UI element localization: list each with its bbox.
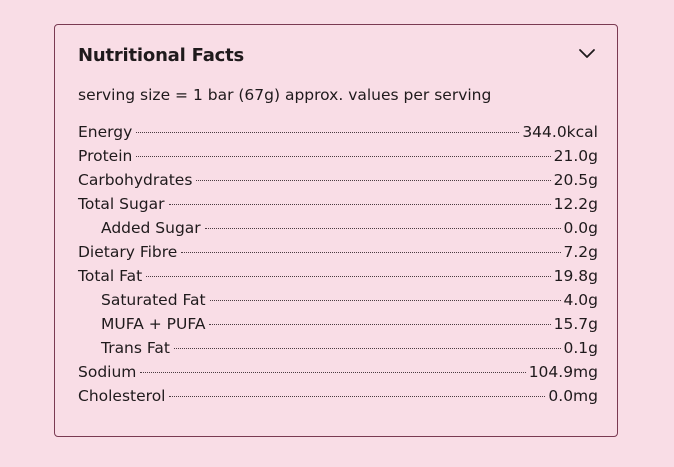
nutrient-value: 12.2g <box>553 195 598 213</box>
dotted-leader <box>209 324 551 325</box>
dotted-leader <box>204 228 561 229</box>
nutrient-value: 0.0mg <box>548 387 598 405</box>
nutrient-value: 104.9mg <box>528 363 598 381</box>
nutrient-label: Carbohydrates <box>78 171 193 189</box>
panel-title[interactable]: Nutritional Facts <box>78 45 245 66</box>
nutrient-row: Total Fat 19.8g <box>78 267 598 291</box>
nutrient-row: Cholesterol 0.0mg <box>78 387 598 411</box>
nutrient-row: MUFA + PUFA 15.7g <box>78 315 598 339</box>
nutrient-row: Protein 21.0g <box>78 147 598 171</box>
nutrient-label: Saturated Fat <box>101 291 206 309</box>
nutrient-value: 20.5g <box>553 171 598 189</box>
dotted-leader <box>196 180 551 181</box>
nutrient-row: Added Sugar 0.0g <box>78 219 598 243</box>
serving-size-text: serving size = 1 bar (67g) approx. value… <box>78 86 492 104</box>
nutrient-value: 21.0g <box>553 147 598 165</box>
nutrient-row: Total Sugar 12.2g <box>78 195 598 219</box>
dotted-leader <box>168 204 551 205</box>
nutrient-row: Dietary Fibre 7.2g <box>78 243 598 267</box>
nutrient-value: 0.1g <box>563 339 599 357</box>
dotted-leader <box>136 156 551 157</box>
dotted-leader <box>181 252 561 253</box>
chevron-down-icon[interactable] <box>577 43 597 63</box>
nutrient-row: Sodium 104.9mg <box>78 363 598 387</box>
nutrient-list: Energy 344.0kcal Protein 21.0g Carbohydrates… <box>78 123 598 411</box>
nutrient-row: Saturated Fat 4.0g <box>78 291 598 315</box>
nutrient-value: 0.0g <box>563 219 599 237</box>
dotted-leader <box>209 300 561 301</box>
nutrient-row: Carbohydrates 20.5g <box>78 171 598 195</box>
dotted-leader <box>140 372 526 373</box>
nutrient-label: Trans Fat <box>101 339 170 357</box>
nutrient-row: Energy 344.0kcal <box>78 123 598 147</box>
nutrient-row: Trans Fat 0.1g <box>78 339 598 363</box>
nutrient-value: 344.0kcal <box>522 123 598 141</box>
nutrient-label: Total Sugar <box>78 195 165 213</box>
nutrient-value: 15.7g <box>553 315 598 333</box>
nutrient-label: Protein <box>78 147 133 165</box>
nutrient-label: Added Sugar <box>101 219 201 237</box>
nutrient-label: Dietary Fibre <box>78 243 178 261</box>
nutrient-label: Energy <box>78 123 133 141</box>
dotted-leader <box>136 132 520 133</box>
nutrient-value: 7.2g <box>563 243 599 261</box>
nutrient-label: Sodium <box>78 363 137 381</box>
dotted-leader <box>173 348 561 349</box>
dotted-leader <box>146 276 551 277</box>
nutrient-label: MUFA + PUFA <box>101 315 206 333</box>
dotted-leader <box>169 396 546 397</box>
nutrient-value: 4.0g <box>563 291 599 309</box>
nutrient-label: Total Fat <box>78 267 143 285</box>
nutrition-panel: Nutritional Facts serving size = 1 bar (… <box>54 24 618 437</box>
nutrient-label: Cholesterol <box>78 387 166 405</box>
nutrient-value: 19.8g <box>553 267 598 285</box>
